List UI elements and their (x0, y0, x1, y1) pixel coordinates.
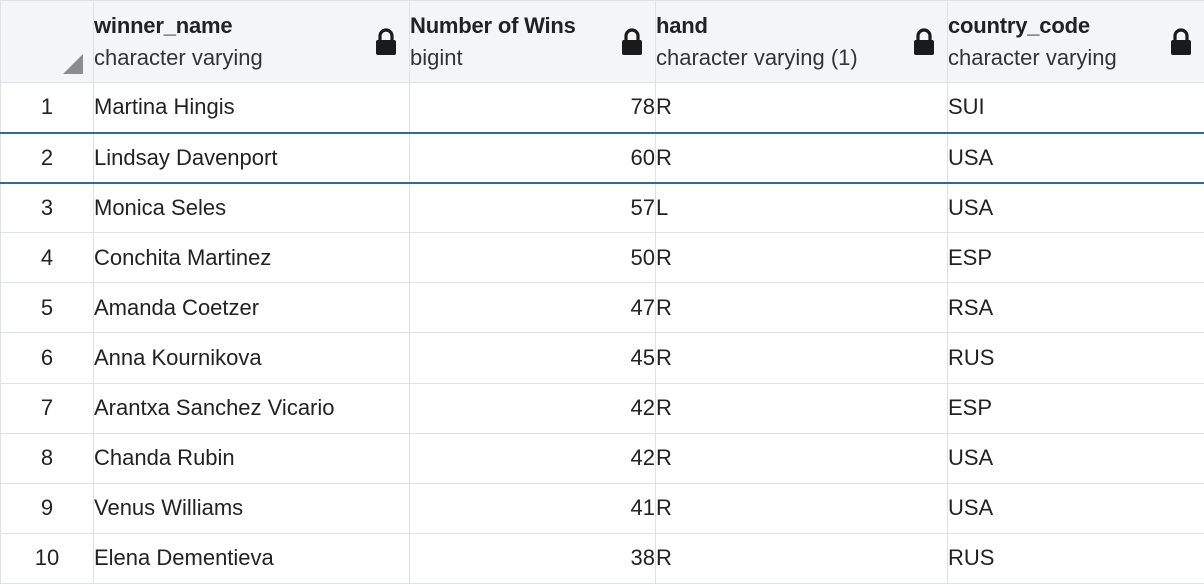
header-row: winner_name character varying Number of … (0, 0, 1204, 83)
cell-number-of-wins[interactable]: 57 (409, 182, 656, 234)
cell-number-of-wins[interactable]: 45 (409, 332, 656, 384)
row-number[interactable]: 9 (0, 482, 94, 534)
table-row[interactable]: 3 Monica Seles 57 L USA (0, 182, 1204, 234)
cell-number-of-wins[interactable]: 42 (409, 432, 656, 484)
cell-country-code[interactable]: ESP (947, 382, 1204, 434)
cell-country-code[interactable]: USA (947, 182, 1204, 234)
table-row-selected[interactable]: 2 Lindsay Davenport 60 R USA (0, 131, 1204, 184)
cell-winner-name[interactable]: Venus Williams (93, 482, 410, 534)
cell-country-code[interactable]: USA (947, 131, 1204, 184)
cell-winner-name[interactable]: Lindsay Davenport (93, 131, 410, 184)
lock-icon (376, 28, 396, 55)
column-type: bigint (410, 44, 463, 70)
select-all-corner[interactable] (0, 0, 94, 83)
cell-hand[interactable]: R (655, 81, 948, 134)
cell-number-of-wins[interactable]: 50 (409, 232, 656, 284)
cell-winner-name[interactable]: Anna Kournikova (93, 332, 410, 384)
cell-country-code[interactable]: SUI (947, 81, 1204, 134)
table-row[interactable]: 10 Elena Dementieva 38 R RUS (0, 532, 1204, 584)
row-number[interactable]: 3 (0, 182, 94, 234)
cell-winner-name[interactable]: Chanda Rubin (93, 432, 410, 484)
row-number[interactable]: 10 (0, 532, 94, 584)
column-header-winner-name[interactable]: winner_name character varying (93, 0, 410, 83)
table-row[interactable]: 8 Chanda Rubin 42 R USA (0, 432, 1204, 484)
cell-hand[interactable]: R (655, 282, 948, 334)
table-row[interactable]: 7 Arantxa Sanchez Vicario 42 R ESP (0, 382, 1204, 434)
table-row[interactable]: 5 Amanda Coetzer 47 R RSA (0, 282, 1204, 334)
table-row[interactable]: 1 Martina Hingis 78 R SUI (0, 81, 1204, 134)
cell-number-of-wins[interactable]: 41 (409, 482, 656, 534)
column-header-hand[interactable]: hand character varying (1) (655, 0, 948, 83)
cell-number-of-wins[interactable]: 47 (409, 282, 656, 334)
cell-country-code[interactable]: USA (947, 432, 1204, 484)
column-name: winner_name (94, 12, 233, 38)
cell-country-code[interactable]: ESP (947, 232, 1204, 284)
cell-number-of-wins[interactable]: 38 (409, 532, 656, 584)
select-all-corner-icon (63, 54, 83, 74)
cell-hand[interactable]: R (655, 382, 948, 434)
cell-country-code[interactable]: USA (947, 482, 1204, 534)
column-type: character varying (948, 44, 1117, 70)
row-number[interactable]: 5 (0, 282, 94, 334)
cell-hand[interactable]: R (655, 432, 948, 484)
column-type: character varying (94, 44, 263, 70)
column-header-number-of-wins[interactable]: Number of Wins bigint (409, 0, 656, 83)
row-number[interactable]: 1 (0, 81, 94, 134)
cell-winner-name[interactable]: Conchita Martinez (93, 232, 410, 284)
table-row[interactable]: 4 Conchita Martinez 50 R ESP (0, 232, 1204, 284)
column-name: hand (656, 12, 708, 38)
cell-country-code[interactable]: RUS (947, 332, 1204, 384)
cell-hand[interactable]: R (655, 482, 948, 534)
cell-winner-name[interactable]: Arantxa Sanchez Vicario (93, 382, 410, 434)
row-number[interactable]: 8 (0, 432, 94, 484)
cell-country-code[interactable]: RUS (947, 532, 1204, 584)
cell-number-of-wins[interactable]: 60 (409, 131, 656, 184)
cell-hand[interactable]: R (655, 532, 948, 584)
table-row[interactable]: 9 Venus Williams 41 R USA (0, 482, 1204, 534)
column-name: country_code (948, 12, 1091, 38)
cell-hand[interactable]: R (655, 232, 948, 284)
lock-icon (622, 28, 642, 55)
lock-icon (1171, 28, 1191, 55)
column-header-country-code[interactable]: country_code character varying (947, 0, 1204, 83)
cell-winner-name[interactable]: Elena Dementieva (93, 532, 410, 584)
cell-winner-name[interactable]: Monica Seles (93, 182, 410, 234)
cell-number-of-wins[interactable]: 78 (409, 81, 656, 134)
cell-hand[interactable]: R (655, 131, 948, 184)
cell-number-of-wins[interactable]: 42 (409, 382, 656, 434)
row-number[interactable]: 4 (0, 232, 94, 284)
cell-winner-name[interactable]: Amanda Coetzer (93, 282, 410, 334)
cell-winner-name[interactable]: Martina Hingis (93, 81, 410, 134)
column-type: character varying (1) (656, 44, 858, 70)
column-name: Number of Wins (410, 12, 576, 38)
row-number[interactable]: 7 (0, 382, 94, 434)
row-number[interactable]: 2 (0, 131, 94, 184)
lock-icon (914, 28, 934, 55)
cell-hand[interactable]: L (655, 182, 948, 234)
table-row[interactable]: 6 Anna Kournikova 45 R RUS (0, 332, 1204, 384)
cell-hand[interactable]: R (655, 332, 948, 384)
cell-country-code[interactable]: RSA (947, 282, 1204, 334)
row-number[interactable]: 6 (0, 332, 94, 384)
